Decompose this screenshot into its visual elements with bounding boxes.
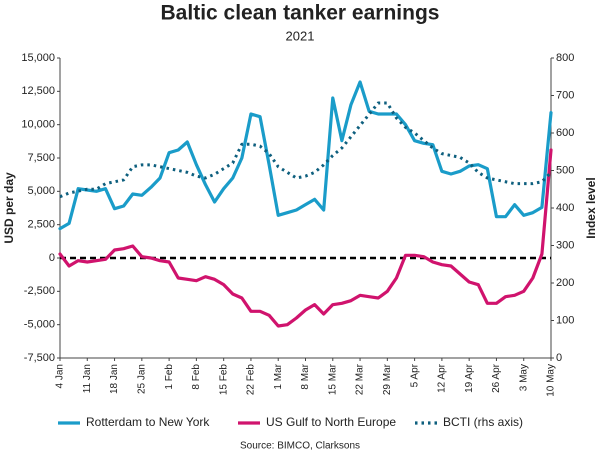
y2-tick-label: 100 <box>556 314 574 326</box>
y-tick-label: 7,500 <box>27 152 55 164</box>
x-tick-label: 19 Apr <box>464 363 475 393</box>
x-tick-label: 22 Feb <box>246 364 257 396</box>
series-line <box>58 80 553 231</box>
y-tick-label: 12,500 <box>21 85 55 97</box>
x-tick-label: 18 Jan <box>109 364 120 394</box>
source: Source: BIMCO, Clarksons <box>240 441 360 452</box>
x-tick-label: 8 Feb <box>191 364 202 390</box>
x-tick-label: 8 Mar <box>300 363 311 389</box>
x-tick-label: 22 Mar <box>355 363 366 395</box>
y-tick-label: -2,500 <box>24 285 55 297</box>
x-tick-label: 25 Jan <box>136 364 147 394</box>
x-tick-label: 3 May <box>518 364 529 391</box>
x-tick-label: 11 Jan <box>82 364 93 393</box>
x-tick-label: 1 Mar <box>273 363 284 389</box>
y-tick-label: 2,500 <box>27 219 55 231</box>
legend-label: Rotterdam to New York <box>86 415 210 429</box>
y-tick-label: 0 <box>49 252 55 264</box>
y-axis-title: USD per day <box>2 172 16 244</box>
y2-axis-title: Index level <box>584 177 598 238</box>
x-tick-label: 26 Apr <box>491 363 502 393</box>
x-tick-label: 5 Apr <box>409 363 420 387</box>
y2-tick-label: 600 <box>556 127 574 139</box>
chart-subtitle: 2021 <box>286 28 315 43</box>
y2-tick-label: 500 <box>556 164 574 176</box>
y2-tick-label: 700 <box>556 89 574 101</box>
x-tick-label: 1 Feb <box>164 364 175 390</box>
x-tick-label: 15 Mar <box>327 363 338 395</box>
y-tick-label: 15,000 <box>21 52 55 64</box>
legend-label: BCTI (rhs axis) <box>443 415 523 429</box>
y-tick-label: -5,000 <box>24 319 55 331</box>
y2-tick-label: 400 <box>556 202 574 214</box>
y2-tick-label: 800 <box>556 52 574 64</box>
legend-label: US Gulf to North Europe <box>266 415 396 429</box>
y-tick-label: 10,000 <box>21 119 55 131</box>
series-line <box>59 101 553 199</box>
x-tick-label: 12 Apr <box>437 363 448 393</box>
x-tick-label: 10 May <box>546 364 557 397</box>
y-tick-label: -7,500 <box>24 352 55 364</box>
x-tick-label: 15 Feb <box>218 364 229 396</box>
y2-tick-label: 200 <box>556 277 574 289</box>
chart-title: Baltic clean tanker earnings <box>161 2 440 25</box>
x-tick-label: 4 Jan <box>55 364 66 388</box>
series-line <box>58 148 553 328</box>
x-tick-label: 29 Mar <box>382 363 393 395</box>
y2-tick-label: 0 <box>556 352 562 364</box>
y-tick-label: 5,000 <box>27 185 55 197</box>
y2-tick-label: 300 <box>556 239 574 251</box>
